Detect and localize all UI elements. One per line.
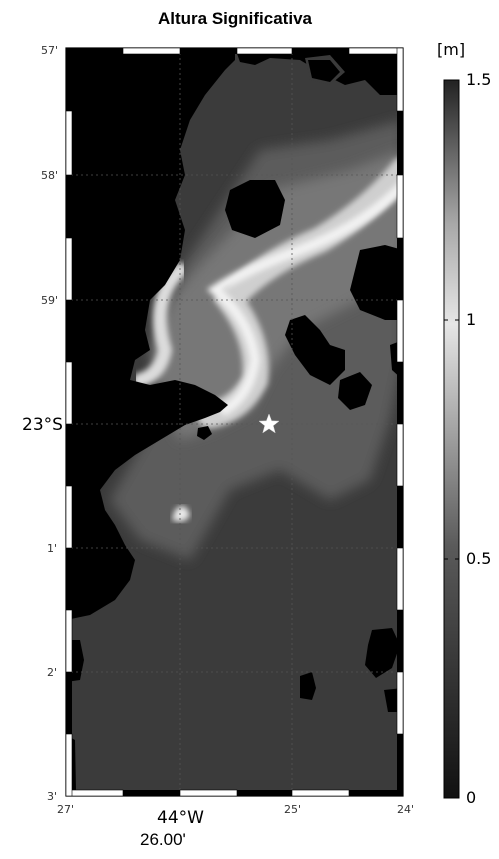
colorbar-tick-0: 0 [466, 788, 477, 807]
grid-lines [66, 48, 403, 796]
y-tick-3: 3' [47, 790, 58, 803]
island-north [308, 60, 340, 82]
colorbar [443, 79, 460, 799]
y-tick-1: 1' [47, 542, 58, 555]
island-mid-small [338, 372, 372, 410]
station-star-icon [258, 413, 280, 434]
x-tick-25: 25' [284, 803, 302, 816]
y-tick-2: 2' [47, 666, 58, 679]
island-mid [285, 315, 345, 385]
x-center-label: 26.00' [140, 830, 186, 849]
wave-crest-core [206, 180, 403, 415]
x-tick-27: 27' [57, 803, 75, 816]
map-title: Altura Significativa [158, 9, 312, 28]
map-frame [65, 47, 404, 797]
wave-field [66, 48, 403, 796]
island-east [350, 245, 403, 320]
island-south-small [300, 672, 316, 700]
wave-crest-branch [133, 263, 187, 387]
y-tick-23S: 23°S [22, 415, 63, 435]
islet-near-star [197, 426, 212, 440]
colorbar-tick-1.5: 1.5 [466, 70, 492, 89]
colorbar-gradient [443, 79, 460, 799]
x-tick-24: 24' [397, 803, 415, 816]
wave-small-peak [172, 506, 190, 522]
island-southeast [365, 628, 400, 678]
y-tick-57: 57' [41, 44, 59, 57]
island-center-north [225, 180, 285, 238]
y-tick-58: 58' [41, 169, 59, 182]
colorbar-tick-1: 1 [466, 310, 477, 329]
colorbar-tick-0.5: 0.5 [466, 549, 492, 568]
land-northeast [235, 48, 403, 95]
colorbar-unit: [m] [437, 40, 466, 59]
land-mainland [66, 48, 235, 620]
y-tick-59: 59' [41, 294, 59, 307]
x-tick-44W: 44°W [157, 808, 204, 828]
